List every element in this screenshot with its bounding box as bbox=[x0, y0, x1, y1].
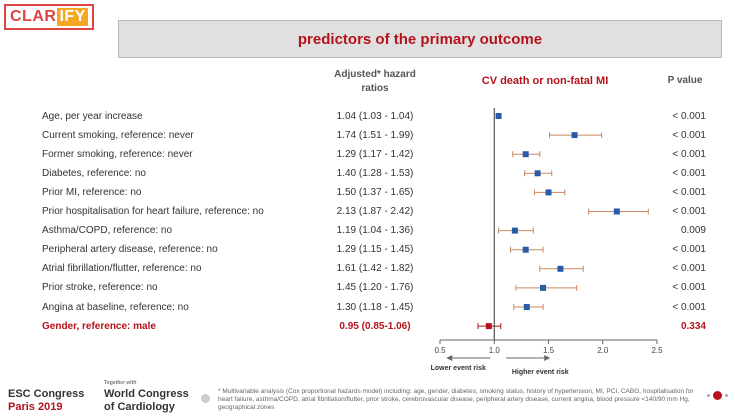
hr-point bbox=[495, 113, 502, 119]
hr-point bbox=[523, 304, 530, 310]
p-value: < 0.001 bbox=[672, 186, 706, 198]
x-tick-label: 0.5 bbox=[434, 346, 446, 355]
clarify-logo: CLAR IFY bbox=[4, 4, 94, 30]
hr-point bbox=[540, 284, 547, 291]
table-row: Diabetes, reference: no 1.40 (1.28 - 1.53… bbox=[0, 164, 735, 183]
predictor-label: Angina at baseline, reference: no bbox=[42, 301, 189, 313]
slide-title: predictors of the primary outcome bbox=[297, 30, 543, 48]
predictor-label: Prior stroke, reference: no bbox=[42, 282, 158, 294]
p-value: 0.009 bbox=[680, 225, 706, 237]
slide-title-box: predictors of the primary outcome bbox=[118, 20, 722, 58]
p-value: < 0.001 bbox=[672, 263, 706, 275]
predictor-label: Peripheral artery disease, reference: no bbox=[42, 244, 218, 256]
table-row: Prior hospitalisation for heart failure,… bbox=[0, 202, 735, 221]
footnote: * Multivariable analysis (Cox proportion… bbox=[218, 388, 694, 411]
predictor-label: Prior MI, reference: no bbox=[42, 186, 142, 198]
hr-point bbox=[511, 227, 518, 234]
hazard-ratio-value: 1.45 (1.20 - 1.76) bbox=[336, 282, 414, 294]
higher-risk-arrowhead-icon bbox=[544, 355, 551, 361]
table-row: Angina at baseline, reference: no 1.30 (1… bbox=[0, 298, 735, 317]
logo-text: CLAR bbox=[10, 8, 57, 25]
predictor-label: Diabetes, reference: no bbox=[42, 167, 146, 179]
predictor-label: Asthma/COPD, reference: no bbox=[42, 225, 173, 237]
predictor-label: Atrial fibrillation/flutter, reference: … bbox=[42, 263, 202, 275]
hr-point bbox=[534, 170, 541, 177]
hazard-ratio-value: 1.29 (1.15 - 1.45) bbox=[336, 244, 414, 256]
hazard-ratio-value: 1.61 (1.42 - 1.82) bbox=[336, 263, 414, 275]
hazard-ratio-value: 1.04 (1.03 - 1.04) bbox=[336, 110, 414, 122]
hazard-ratio-header: Adjusted* hazard ratios bbox=[334, 69, 416, 94]
table-row: Gender, reference: male 0.95 (0.85-1.06) 0… bbox=[0, 317, 735, 336]
hazard-ratio-value: 1.19 (1.04 - 1.36) bbox=[336, 225, 414, 237]
table-row: Age, per year increase 1.04 (1.03 - 1.04)… bbox=[0, 107, 735, 126]
table-row: Atrial fibrillation/flutter, reference: … bbox=[0, 259, 735, 278]
p-value: < 0.001 bbox=[672, 244, 706, 256]
together-with-text: Together with bbox=[104, 380, 137, 386]
world-congress-text: World Congress bbox=[104, 388, 189, 400]
hazard-ratio-value: 1.40 (1.28 - 1.53) bbox=[336, 167, 414, 179]
table-row: Peripheral artery disease, reference: no… bbox=[0, 240, 735, 259]
hr-point bbox=[613, 208, 620, 215]
hazard-ratio-value: 2.13 (1.87 - 2.42) bbox=[336, 206, 414, 217]
hr-point bbox=[571, 132, 578, 139]
predictor-label: Current smoking, reference: never bbox=[42, 129, 194, 141]
p-value: < 0.001 bbox=[672, 129, 706, 141]
hr-point bbox=[522, 151, 529, 158]
footnote-bullet-icon bbox=[201, 394, 210, 403]
table-row: Asthma/COPD, reference: no 1.19 (1.04 - 1… bbox=[0, 221, 735, 240]
p-value: < 0.001 bbox=[672, 167, 706, 179]
hazard-ratio-value: 0.95 (0.85-1.06) bbox=[339, 320, 411, 332]
predictor-label: Gender, reference: male bbox=[42, 320, 156, 332]
lower-risk-label: Lower event risk bbox=[431, 365, 486, 372]
p-value: 0.334 bbox=[680, 320, 706, 332]
table-row: Prior stroke, reference: no 1.45 (1.20 - … bbox=[0, 278, 735, 297]
hr-point bbox=[485, 323, 492, 330]
of-cardiology-text: of Cardiology bbox=[104, 401, 175, 413]
higher-risk-label: Higher event risk bbox=[512, 369, 569, 376]
predictor-label: Former smoking, reference: never bbox=[42, 148, 193, 160]
predictor-label: Prior hospitalisation for heart failure,… bbox=[42, 206, 264, 217]
hazard-ratio-value: 1.30 (1.18 - 1.45) bbox=[336, 301, 414, 313]
lower-risk-arrowhead-icon bbox=[446, 355, 453, 361]
hazard-ratio-value: 1.74 (1.51 - 1.99) bbox=[336, 129, 414, 141]
esc-congress-text: ESC Congress bbox=[8, 388, 85, 400]
predictor-label: Age, per year increase bbox=[42, 110, 143, 122]
p-value: < 0.001 bbox=[672, 301, 706, 313]
nav-dot-icon bbox=[725, 394, 728, 397]
hr-point bbox=[545, 189, 552, 196]
nav-dot-icon bbox=[707, 394, 710, 397]
p-value: < 0.001 bbox=[672, 206, 706, 217]
paris-2019-text: Paris 2019 bbox=[8, 401, 63, 413]
x-tick-label: 1.5 bbox=[543, 346, 555, 355]
logo-text-highlight: IFY bbox=[57, 8, 88, 26]
table-row: Former smoking, reference: never 1.29 (1.… bbox=[0, 145, 735, 164]
p-value-header: P value bbox=[667, 75, 703, 86]
hr-point bbox=[522, 246, 529, 253]
table-row: Prior MI, reference: no 1.50 (1.37 - 1.65… bbox=[0, 183, 735, 202]
x-tick-label: 1.0 bbox=[489, 346, 501, 355]
x-tick-label: 2.0 bbox=[597, 346, 609, 355]
slide-nav bbox=[707, 391, 728, 400]
outcome-header: CV death or non-fatal MI bbox=[481, 75, 609, 87]
p-value: < 0.001 bbox=[672, 110, 706, 122]
table-row: Current smoking, reference: never 1.74 (1… bbox=[0, 126, 735, 145]
nav-current-dot-icon bbox=[713, 391, 722, 400]
x-tick-label: 2.5 bbox=[651, 346, 663, 355]
hazard-ratio-value: 1.50 (1.37 - 1.65) bbox=[336, 186, 414, 198]
p-value: < 0.001 bbox=[672, 282, 706, 294]
hazard-ratio-value: 1.29 (1.17 - 1.42) bbox=[336, 148, 414, 160]
hr-point bbox=[557, 265, 564, 272]
p-value: < 0.001 bbox=[672, 148, 706, 160]
